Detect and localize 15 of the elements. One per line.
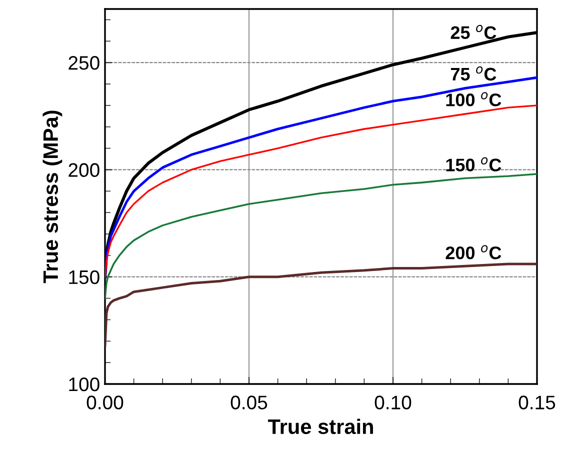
x-tick-label: 0.00: [86, 396, 124, 410]
y-tick-label: 250: [68, 56, 100, 70]
x-tick-label: 0.15: [518, 396, 556, 410]
y-tick-label: 100: [69, 377, 100, 392]
y-tick-label: 200: [68, 163, 100, 177]
series-label: 25 $^{o}$C: [450, 24, 496, 40]
series-label: 150 $^{o}$C: [446, 157, 502, 172]
y-axis-title: True stress (MPa): [42, 110, 62, 284]
y-tick-label: 150: [69, 270, 100, 284]
series-label: 75 $^{o}$C: [450, 66, 496, 81]
x-tick-label: 0.05: [230, 396, 268, 410]
series-label: 200 $^{o}$C: [446, 245, 502, 260]
series-label: 100 $^{o}$C: [446, 92, 502, 106]
x-axis-title: True strain: [268, 418, 373, 434]
x-tick-label: 0.10: [374, 396, 412, 410]
